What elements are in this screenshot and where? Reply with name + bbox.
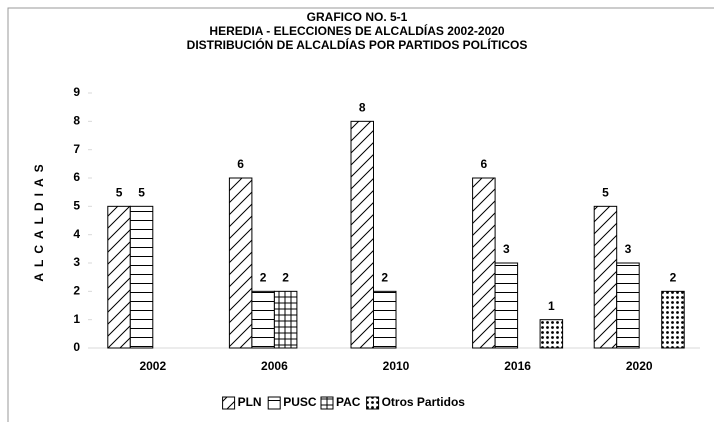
chart-title: GRAFICO NO. 5-1 [307, 10, 408, 24]
x-tick-label: 2010 [383, 359, 410, 373]
data-label: 6 [481, 157, 488, 171]
y-tick-label: 5 [73, 199, 80, 213]
chart-title: DISTRIBUCIÓN DE ALCALDÍAS POR PARTIDOS P… [187, 37, 528, 52]
data-label: 3 [625, 242, 632, 256]
y-tick-label: 6 [73, 170, 80, 184]
data-label: 2 [282, 271, 289, 285]
data-label: 2 [381, 271, 388, 285]
bar [373, 290, 397, 349]
data-label: 3 [503, 242, 510, 256]
y-tick-label: 3 [73, 255, 80, 269]
x-tick-label: 2006 [261, 359, 288, 373]
legend-label: PLN [238, 395, 262, 409]
chart-title: HEREDIA - ELECCIONES DE ALCALDÍAS 2002-2… [209, 23, 505, 38]
legend-swatch [267, 396, 281, 410]
bar [593, 205, 618, 349]
data-label: 6 [237, 157, 244, 171]
legend-swatch [222, 396, 236, 410]
legend-swatch [366, 396, 380, 410]
frame [7, 7, 714, 422]
bar [539, 319, 564, 349]
data-label: 8 [359, 101, 366, 115]
bar [472, 177, 496, 349]
x-tick-label: 2002 [139, 359, 166, 373]
data-label: 5 [138, 186, 145, 200]
y-tick-label: 7 [73, 142, 80, 156]
bar [350, 120, 374, 349]
legend-swatch [320, 396, 334, 410]
bar [107, 205, 131, 349]
y-axis-label: ALCALDIAS [32, 158, 46, 281]
bar [251, 290, 275, 349]
y-tick-label: 8 [73, 114, 80, 128]
x-tick-label: 2020 [626, 359, 653, 373]
legend-label: PUSC [283, 395, 317, 409]
bar [273, 290, 298, 349]
data-label: 2 [260, 271, 267, 285]
y-tick-label: 4 [73, 227, 80, 241]
legend-label: Otros Partidos [382, 395, 466, 409]
bar [129, 205, 154, 349]
y-tick-label: 2 [73, 284, 80, 298]
y-tick-label: 0 [73, 340, 80, 354]
bar [494, 262, 519, 349]
x-tick-label: 2016 [504, 359, 531, 373]
bar [616, 262, 640, 349]
data-label: 5 [602, 186, 609, 200]
data-label: 5 [116, 186, 123, 200]
data-label: 1 [548, 299, 555, 313]
bar [661, 290, 685, 349]
data-label: 2 [670, 271, 677, 285]
y-tick-label: 1 [73, 312, 80, 326]
bar [228, 177, 253, 349]
legend-label: PAC [336, 395, 361, 409]
y-tick-label: 9 [73, 85, 80, 99]
